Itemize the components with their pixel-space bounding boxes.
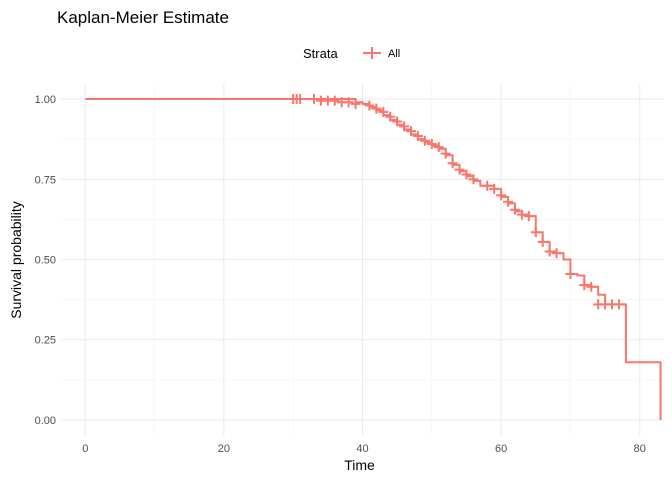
censor-mark bbox=[537, 236, 548, 247]
censor-mark bbox=[378, 106, 389, 117]
y-tick-label: 0.50 bbox=[35, 255, 56, 267]
censor-mark bbox=[419, 135, 430, 146]
x-tick-label: 40 bbox=[356, 443, 368, 455]
censor-mark bbox=[392, 116, 403, 127]
censor-mark bbox=[613, 299, 624, 310]
censor-mark bbox=[509, 204, 520, 215]
censor-mark bbox=[468, 174, 479, 185]
x-tick-labels: 0 20 40 60 80 bbox=[82, 443, 646, 455]
censor-mark bbox=[551, 248, 562, 259]
x-tick-label: 20 bbox=[218, 443, 230, 455]
censor-mark bbox=[399, 121, 410, 132]
censor-mark bbox=[406, 126, 417, 137]
censor-mark bbox=[350, 98, 361, 109]
censor-mark bbox=[530, 227, 541, 238]
censor-mark bbox=[447, 158, 458, 169]
censor-mark bbox=[433, 142, 444, 153]
censor-mark bbox=[426, 138, 437, 149]
censor-mark bbox=[489, 183, 500, 194]
x-axis-title: Time bbox=[344, 457, 375, 473]
series-all bbox=[85, 94, 662, 420]
censor-mark bbox=[343, 97, 354, 108]
survival-curve bbox=[85, 98, 662, 420]
censor-mark bbox=[440, 148, 451, 159]
x-tick-label: 80 bbox=[634, 443, 646, 455]
censor-mark bbox=[523, 211, 534, 222]
chart-title: Kaplan-Meier Estimate bbox=[57, 8, 229, 27]
grid-major bbox=[61, 83, 664, 436]
y-tick-label: 0.75 bbox=[35, 174, 56, 186]
censor-mark bbox=[496, 190, 507, 201]
censor-mark bbox=[503, 196, 514, 207]
censor-mark bbox=[329, 95, 340, 106]
censor-mark bbox=[565, 268, 576, 279]
censor-mark bbox=[412, 130, 423, 141]
censor-mark bbox=[579, 280, 590, 291]
censor-mark bbox=[516, 209, 527, 220]
censor-mark bbox=[295, 94, 306, 105]
legend-key-all bbox=[363, 47, 381, 59]
y-tick-label: 0.25 bbox=[35, 335, 56, 347]
censor-mark bbox=[454, 164, 465, 175]
legend-title: Strata bbox=[303, 46, 338, 61]
censor-mark bbox=[586, 281, 597, 292]
censor-mark bbox=[461, 169, 472, 180]
censor-mark bbox=[371, 103, 382, 114]
censor-mark bbox=[482, 180, 493, 191]
legend: Strata All bbox=[303, 46, 400, 61]
censor-mark bbox=[544, 246, 555, 257]
y-tick-label: 0.00 bbox=[35, 415, 56, 427]
censor-mark bbox=[308, 94, 319, 105]
censor-mark bbox=[364, 100, 375, 111]
y-tick-labels: 0.00 0.25 0.50 0.75 1.00 bbox=[35, 94, 56, 427]
legend-label-all: All bbox=[388, 48, 400, 60]
x-tick-label: 0 bbox=[82, 443, 88, 455]
x-tick-label: 60 bbox=[495, 443, 507, 455]
censor-mark bbox=[385, 111, 396, 122]
y-axis-title: Survival probability bbox=[8, 201, 24, 319]
y-tick-label: 1.00 bbox=[35, 94, 56, 106]
